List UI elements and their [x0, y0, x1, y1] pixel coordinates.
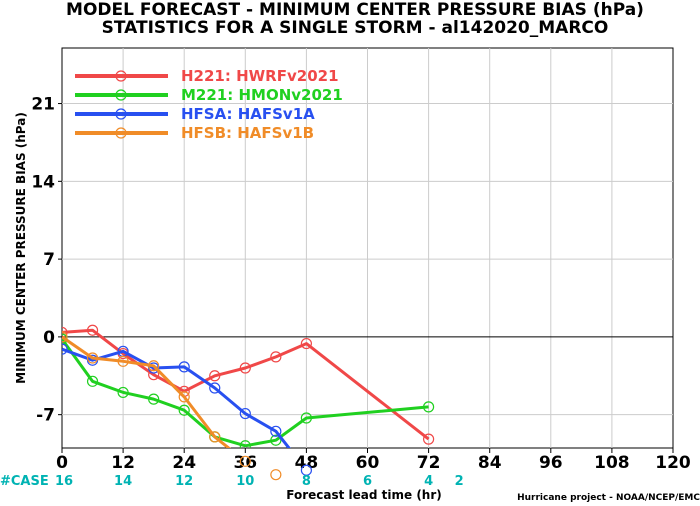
- series-line-0: [62, 328, 430, 441]
- x-tick-label: 96: [539, 453, 563, 473]
- x-tick-label: 120: [655, 453, 691, 473]
- y-tick-label: 7: [43, 250, 55, 270]
- data-point: [62, 331, 68, 343]
- case-count: 12: [175, 474, 193, 489]
- data-point: [117, 355, 129, 367]
- data-point: [423, 433, 435, 445]
- legend-label: HFSA: HAFSv1A: [181, 105, 315, 123]
- case-row: #CASE 16 14 12 10 8 6 4 2: [0, 474, 464, 489]
- below-markers: [239, 455, 312, 481]
- legend-label: H221: HWRFv2021: [181, 67, 339, 85]
- data-point: [270, 351, 282, 363]
- y-tick-label: -7: [36, 406, 55, 426]
- y-axis-label: MINIMUM CENTER PRESSURE BIAS (hPa): [14, 112, 28, 384]
- x-tick-label: 72: [417, 453, 441, 473]
- x-tick-label: 108: [594, 453, 630, 473]
- data-point-below-axis: [270, 469, 282, 481]
- data-point-below-axis: [239, 455, 251, 467]
- series-line-1: [62, 338, 429, 448]
- x-tick-label: 84: [478, 453, 502, 473]
- series-line-2: [62, 347, 291, 448]
- legend-label: HFSB: HAFSv1B: [181, 124, 314, 142]
- data-point: [86, 324, 99, 336]
- y-ticks: -7 0 7 14 21: [31, 95, 62, 426]
- legend-marker: [115, 108, 127, 120]
- series-line-3: [62, 335, 232, 448]
- data-point: [209, 431, 221, 443]
- legend-marker: [115, 70, 127, 82]
- data-point: [86, 375, 99, 387]
- case-label: #CASE: [0, 474, 49, 489]
- data-point: [178, 391, 190, 403]
- series-group: [62, 324, 435, 448]
- chart-title: MODEL FORECAST - MINIMUM CENTER PRESSURE…: [66, 0, 644, 20]
- data-point: [239, 362, 251, 374]
- x-tick-label: 48: [295, 453, 319, 473]
- data-point-below-axis: [300, 464, 312, 476]
- data-point: [86, 352, 99, 364]
- data-point: [270, 434, 282, 446]
- case-count: 6: [363, 474, 372, 489]
- data-point: [270, 425, 282, 437]
- data-point: [300, 337, 312, 350]
- data-point: [178, 404, 190, 416]
- y-tick-label: 0: [43, 328, 55, 348]
- case-count: 10: [236, 474, 254, 489]
- data-point: [178, 361, 190, 373]
- y-tick-label: 14: [31, 172, 55, 192]
- data-point: [239, 440, 251, 448]
- case-count: 4: [424, 474, 433, 489]
- x-ticks: 0 12 24 36 48 60 72 84 96 108 120: [56, 448, 691, 473]
- case-count: 2: [455, 474, 464, 489]
- case-count: 16: [55, 474, 73, 489]
- x-tick-label: 24: [172, 453, 196, 473]
- case-count: 14: [114, 474, 132, 489]
- x-tick-label: 0: [56, 453, 68, 473]
- x-axis-label: Forecast lead time (hr): [286, 488, 442, 502]
- legend-label: M221: HMONv2021: [181, 86, 343, 104]
- case-count: 8: [302, 474, 311, 489]
- grid: [62, 48, 673, 448]
- data-point: [209, 382, 221, 394]
- x-tick-label: 60: [356, 453, 380, 473]
- data-point: [117, 386, 129, 399]
- x-tick-label: 36: [233, 453, 257, 473]
- legend-marker: [115, 89, 127, 101]
- data-point: [423, 401, 435, 413]
- data-point: [148, 393, 160, 405]
- data-point: [148, 360, 160, 372]
- data-point: [148, 369, 160, 381]
- data-point: [239, 407, 251, 420]
- credit-text: Hurricane project - NOAA/NCEP/EMC: [517, 493, 700, 503]
- chart-subtitle: STATISTICS FOR A SINGLE STORM - al142020…: [102, 18, 609, 38]
- data-point: [62, 343, 68, 355]
- data-point: [300, 412, 312, 424]
- data-point: [62, 326, 68, 339]
- y-tick-label: 21: [31, 95, 55, 115]
- x-tick-label: 12: [111, 453, 135, 473]
- data-point: [209, 370, 221, 382]
- legend-marker: [115, 127, 127, 139]
